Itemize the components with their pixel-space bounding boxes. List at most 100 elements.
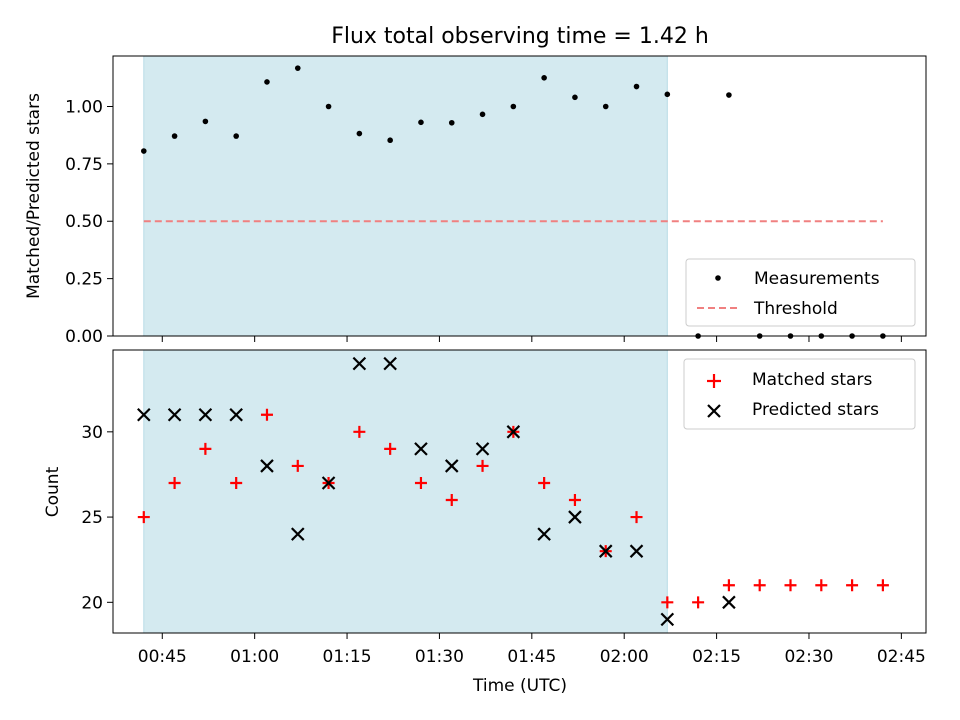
matched-stars-point xyxy=(538,476,551,489)
count-legend: Matched stars Predicted stars xyxy=(683,358,916,430)
count-plot-area: 20 25 30 00:45 01:00 01:15 01:30 01:45 02:00 02:1… xyxy=(81,349,927,667)
ratio-ytick-label: 0.00 xyxy=(65,327,103,347)
count-legend-box xyxy=(683,358,916,430)
matched-stars-point xyxy=(137,511,150,524)
legend-predicted-marker xyxy=(707,404,721,418)
matched-stars-point xyxy=(476,459,489,472)
matched-stars-point xyxy=(753,579,766,592)
predicted-stars-point xyxy=(444,459,459,473)
measurement-point xyxy=(510,103,517,110)
matched-stars-point xyxy=(168,476,181,489)
predicted-stars-point xyxy=(537,527,551,541)
predicted-stars-point xyxy=(383,356,397,371)
matched-stars-point xyxy=(661,596,674,609)
ratio-ytick-label: 0.50 xyxy=(65,212,103,232)
count-xtick-label: 01:15 xyxy=(323,647,372,667)
measurement-point xyxy=(294,65,301,71)
predicted-stars-point xyxy=(475,442,490,456)
matched-stars-point xyxy=(445,494,458,507)
count-xtick-label: 01:30 xyxy=(415,647,464,667)
matched-stars-point xyxy=(568,494,581,507)
measurement-point xyxy=(233,133,239,139)
predicted-stars-point xyxy=(722,595,736,610)
measurement-point xyxy=(140,148,147,154)
measurement-point xyxy=(479,111,486,118)
matched-stars-point xyxy=(291,459,304,472)
matched-stars-point xyxy=(199,442,212,455)
count-xtick-label: 00:45 xyxy=(138,647,187,667)
count-observing-window xyxy=(143,349,668,634)
count-axes-frame xyxy=(112,349,927,634)
measurement-point xyxy=(418,119,424,126)
predicted-stars-point xyxy=(321,476,336,490)
matched-stars-point xyxy=(353,425,366,438)
matched-stars-point xyxy=(230,476,243,489)
predicted-stars-point xyxy=(260,459,274,473)
matched-stars-point xyxy=(260,408,273,421)
predicted-stars-point xyxy=(598,544,613,558)
measurement-point xyxy=(325,103,332,110)
ratio-ytick-label: 0.25 xyxy=(65,270,103,290)
count-ytick-label: 30 xyxy=(81,423,103,443)
predicted-stars-point xyxy=(290,527,305,541)
predicted-stars-point xyxy=(198,408,213,422)
ratio-ytick-label: 0.75 xyxy=(65,155,103,175)
count-ylabel: Count xyxy=(43,466,63,517)
measurement-point xyxy=(264,79,270,85)
measurement-point xyxy=(202,118,209,125)
matched-stars-point xyxy=(414,476,427,489)
matched-stars-point xyxy=(815,579,828,592)
legend-predicted-label: Predicted stars xyxy=(752,400,879,420)
predicted-stars-point xyxy=(229,408,243,422)
count-ytick-label: 20 xyxy=(81,593,103,613)
matched-stars-point xyxy=(722,579,735,592)
count-xtick-label: 02:15 xyxy=(692,647,741,667)
predicted-stars-point xyxy=(352,356,367,371)
ratio-ylabel: Matched/Predicted stars xyxy=(24,93,44,299)
ratio-ytick-label: 1.00 xyxy=(65,97,103,117)
predicted-stars-point xyxy=(629,544,644,558)
count-xtick-label: 02:45 xyxy=(877,647,926,667)
measurement-point xyxy=(448,119,455,126)
measurement-point xyxy=(633,83,640,90)
count-xtick-label: 01:45 xyxy=(507,647,556,667)
measurement-point xyxy=(572,94,578,101)
predicted-stars-point xyxy=(414,442,428,456)
legend-matched-label: Matched stars xyxy=(752,370,872,390)
ratio-legend-box xyxy=(685,258,916,327)
measurement-point xyxy=(171,133,178,139)
ratio-panel: 0.00 0.25 0.50 0.75 1.00 Matched/Predicted s… xyxy=(24,55,927,347)
measurement-point xyxy=(387,137,393,144)
legend-measurements-marker xyxy=(715,275,721,281)
measurement-point xyxy=(356,130,363,137)
legend-measurements-label: Measurements xyxy=(754,269,880,289)
ratio-plot-area: 0.00 0.25 0.50 0.75 1.00 xyxy=(65,55,927,347)
predicted-stars-point xyxy=(660,612,675,627)
predicted-stars-point xyxy=(167,408,182,422)
matched-stars-point xyxy=(846,579,859,592)
count-panel: 20 25 30 00:45 01:00 01:15 01:30 01:45 02:00 02:1… xyxy=(43,349,927,667)
matched-stars-point xyxy=(876,579,889,592)
ratio-observing-window xyxy=(143,55,668,337)
predicted-stars-point xyxy=(568,510,582,524)
count-xtick-label: 02:00 xyxy=(600,647,649,667)
chart-title: Flux total observing time = 1.42 h xyxy=(331,24,709,49)
ratio-legend: Measurements Threshold xyxy=(685,258,916,327)
count-xtick-label: 01:00 xyxy=(230,647,279,667)
matched-stars-point xyxy=(384,442,397,455)
predicted-stars-point xyxy=(506,425,521,439)
matched-stars-point xyxy=(692,596,705,609)
measurement-point xyxy=(602,103,609,110)
count-xtick-label: 02:30 xyxy=(784,647,833,667)
measurement-point xyxy=(541,75,547,81)
predicted-stars-point xyxy=(137,408,151,422)
measurement-point xyxy=(726,92,732,98)
matched-stars-point xyxy=(784,579,797,592)
measurement-point xyxy=(664,91,671,98)
legend-threshold-label: Threshold xyxy=(753,299,838,319)
x-axis-label: Time (UTC) xyxy=(472,676,567,696)
count-ytick-label: 25 xyxy=(81,508,103,528)
legend-matched-marker xyxy=(707,374,721,388)
ratio-axes-frame xyxy=(112,55,927,337)
